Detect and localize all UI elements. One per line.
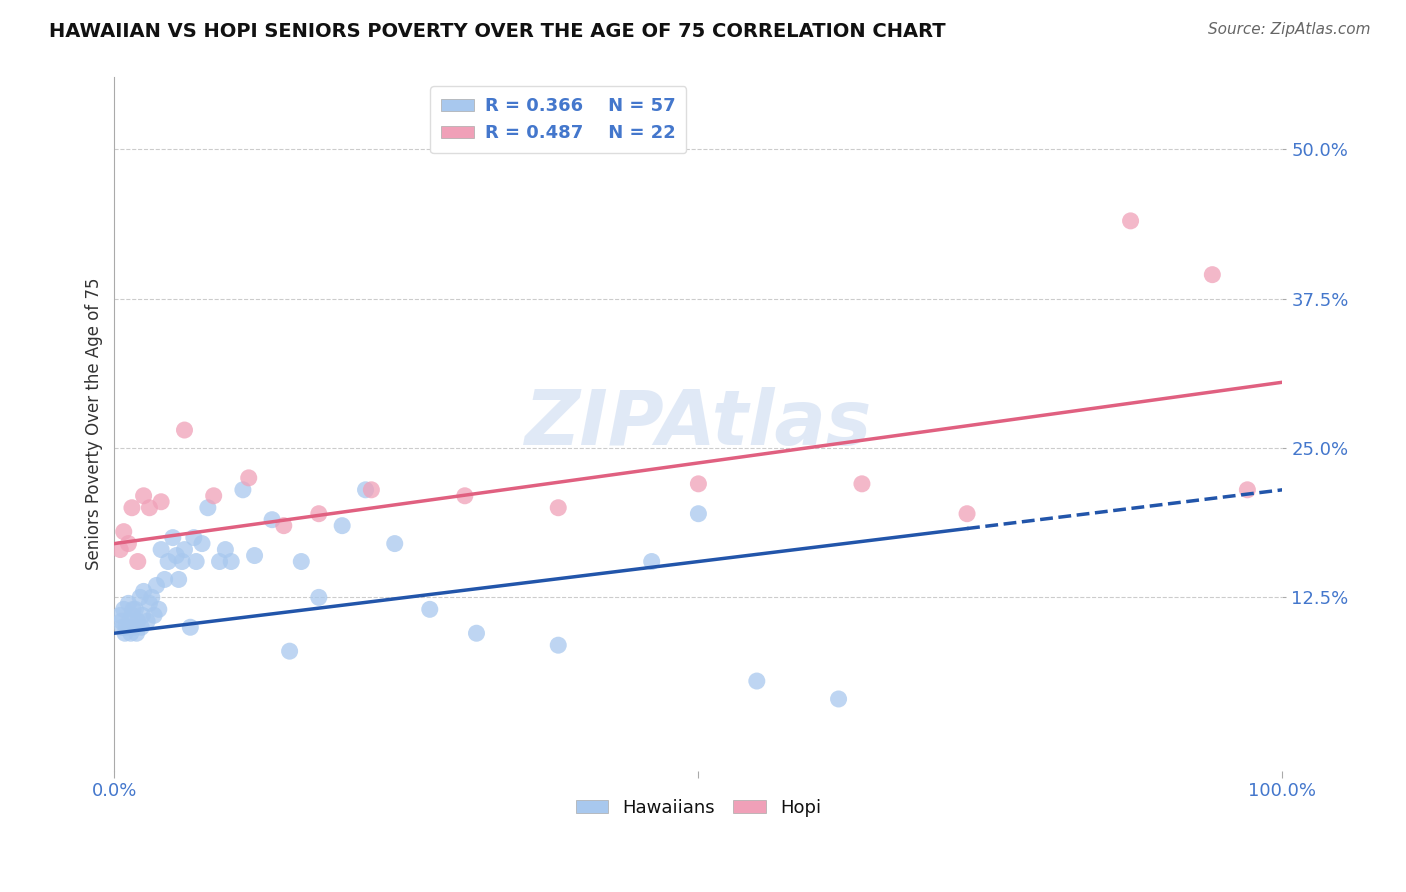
Point <box>183 531 205 545</box>
Point <box>179 620 201 634</box>
Point <box>219 555 242 569</box>
Point <box>688 507 710 521</box>
Point <box>111 620 134 634</box>
Point <box>122 602 145 616</box>
Text: Source: ZipAtlas.com: Source: ZipAtlas.com <box>1208 22 1371 37</box>
Point <box>827 692 849 706</box>
Point <box>547 500 569 515</box>
Point <box>197 500 219 515</box>
Point <box>172 555 194 569</box>
Point <box>150 495 173 509</box>
Point <box>110 542 132 557</box>
Point <box>150 542 173 557</box>
Point <box>121 608 143 623</box>
Point <box>688 476 710 491</box>
Point <box>465 626 488 640</box>
Point <box>110 615 132 629</box>
Point <box>186 555 208 569</box>
Text: ZIPAtlas: ZIPAtlas <box>524 387 872 461</box>
Point <box>745 674 768 689</box>
Point <box>191 536 214 550</box>
Point <box>354 483 377 497</box>
Point <box>851 476 873 491</box>
Point <box>127 555 149 569</box>
Point <box>112 602 135 616</box>
Point <box>138 596 160 610</box>
Point <box>117 596 139 610</box>
Point <box>262 513 284 527</box>
Point <box>124 602 146 616</box>
Point <box>129 620 152 634</box>
Point <box>115 620 138 634</box>
Y-axis label: Seniors Poverty Over the Age of 75: Seniors Poverty Over the Age of 75 <box>86 277 103 570</box>
Point <box>202 489 225 503</box>
Point <box>208 555 231 569</box>
Point <box>132 584 155 599</box>
Legend: Hawaiians, Hopi: Hawaiians, Hopi <box>568 791 828 824</box>
Point <box>547 638 569 652</box>
Point <box>127 615 149 629</box>
Point <box>125 626 148 640</box>
Point <box>308 591 330 605</box>
Point <box>1236 483 1258 497</box>
Point <box>278 644 301 658</box>
Point <box>167 573 190 587</box>
Point <box>153 573 176 587</box>
Point <box>162 531 184 545</box>
Point <box>214 542 236 557</box>
Point <box>143 608 166 623</box>
Point <box>120 626 142 640</box>
Point <box>157 555 180 569</box>
Point <box>141 591 163 605</box>
Point <box>121 500 143 515</box>
Point <box>118 615 141 629</box>
Point <box>132 489 155 503</box>
Point <box>136 615 159 629</box>
Point <box>114 626 136 640</box>
Point <box>148 602 170 616</box>
Point <box>419 602 441 616</box>
Point <box>165 549 187 563</box>
Point <box>122 620 145 634</box>
Point <box>138 500 160 515</box>
Point <box>290 555 312 569</box>
Point <box>330 518 353 533</box>
Point <box>117 536 139 550</box>
Point <box>360 483 382 497</box>
Point <box>243 549 266 563</box>
Point <box>173 542 195 557</box>
Point <box>173 423 195 437</box>
Point <box>273 518 295 533</box>
Point <box>232 483 254 497</box>
Point <box>384 536 406 550</box>
Point <box>112 524 135 539</box>
Text: HAWAIIAN VS HOPI SENIORS POVERTY OVER THE AGE OF 75 CORRELATION CHART: HAWAIIAN VS HOPI SENIORS POVERTY OVER TH… <box>49 22 946 41</box>
Point <box>238 471 260 485</box>
Point <box>956 507 979 521</box>
Point <box>308 507 330 521</box>
Point <box>641 555 664 569</box>
Point <box>1201 268 1223 282</box>
Point <box>129 591 152 605</box>
Point <box>454 489 477 503</box>
Point <box>1119 214 1142 228</box>
Point <box>110 608 132 623</box>
Point <box>131 608 153 623</box>
Point <box>145 578 167 592</box>
